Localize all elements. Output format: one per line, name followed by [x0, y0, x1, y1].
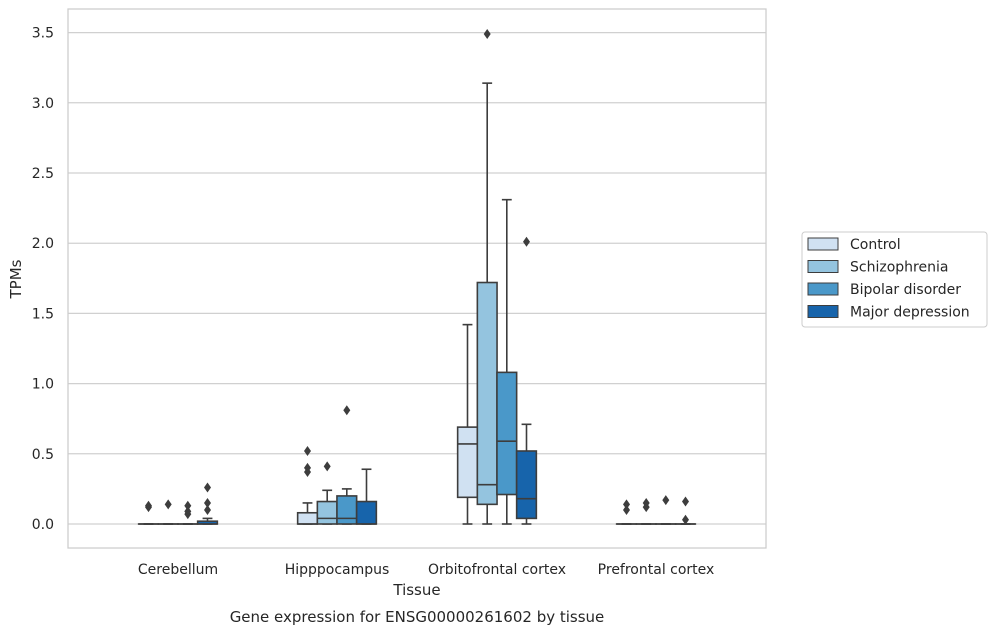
outlier-point [164, 499, 172, 510]
box-0-2 [177, 500, 199, 525]
box-body [456, 426, 479, 499]
legend-label: Bipolar disorder [850, 282, 961, 298]
box-body [336, 495, 358, 525]
x-axis-label: Tissue [392, 581, 440, 599]
outlier-point [623, 499, 630, 510]
y-tick-label: 2.0 [32, 236, 54, 252]
y-tick-label: 3.5 [32, 26, 54, 42]
y-tick-label: 2.5 [32, 166, 54, 182]
box-1-2 [336, 405, 358, 525]
legend-label: Schizophrenia [850, 260, 948, 276]
y-tick-label: 1.5 [32, 306, 54, 322]
box-3-0 [615, 499, 638, 525]
legend-swatch [807, 260, 839, 273]
box-1-0 [296, 445, 319, 525]
outlier-point [623, 504, 630, 515]
outlier-point [682, 514, 689, 525]
y-tick-label: 1.0 [32, 377, 54, 393]
outlier-point [682, 496, 689, 507]
legend-swatch [807, 305, 839, 318]
box-body [296, 511, 319, 525]
outlier-point [642, 497, 650, 508]
legend-label: Control [850, 237, 901, 253]
legend-label: Major depression [850, 305, 970, 321]
outlier-point [184, 506, 192, 517]
y-tick-label: 0.0 [32, 517, 54, 533]
box-body [476, 281, 498, 506]
box-0-1 [157, 499, 179, 525]
box-2-3 [515, 236, 538, 525]
outlier-point [145, 500, 152, 511]
box-2-2 [496, 198, 518, 525]
box-3-2 [655, 495, 677, 525]
box-body [355, 500, 378, 525]
outlier-point [204, 497, 211, 508]
outlier-point [483, 29, 491, 40]
x-tick-label: Orbitofrontal cortex [428, 562, 566, 578]
box-0-0 [137, 500, 160, 525]
box-3-3 [674, 496, 697, 525]
legend-frame [801, 231, 988, 328]
box-0-3 [196, 482, 219, 525]
outlier-point [184, 500, 192, 511]
gridlines [68, 31, 766, 525]
chart-caption: Gene expression for ENSG00000261602 by t… [230, 608, 605, 626]
box-2-0 [456, 323, 479, 525]
box-series [137, 29, 697, 525]
x-tick-label: Cerebellum [138, 562, 218, 578]
box-body [515, 450, 538, 520]
y-tick-label: 0.5 [32, 447, 54, 463]
outlier-point [662, 495, 670, 506]
outlier-point [523, 236, 530, 247]
y-tick-label: 3.0 [32, 96, 54, 112]
x-axis-ticks: Cerebellum Hipppocampus Orbitofrontal cort… [138, 562, 714, 578]
y-axis-ticks: 0.0 0.5 1.0 1.5 2.0 2.5 3.0 3.5 [32, 26, 54, 533]
legend: Control Schizophrenia Bipolar disorder Majo… [801, 231, 988, 328]
outlier-point [323, 461, 331, 472]
legend-swatch [807, 237, 839, 251]
box-3-1 [635, 497, 657, 525]
plot-area-frame [67, 8, 767, 549]
x-tick-label: Hipppocampus [285, 562, 390, 578]
x-tick-label: Prefrontal cortex [598, 562, 715, 578]
outlier-point [204, 504, 211, 515]
box-body [496, 371, 518, 496]
outlier-point [304, 445, 311, 456]
box-1-1 [316, 461, 338, 525]
box-body [316, 500, 338, 525]
outlier-point [204, 482, 211, 493]
legend-swatch [807, 282, 839, 296]
outlier-point [304, 462, 311, 473]
outlier-point [343, 405, 351, 416]
y-axis-label: TPMs [7, 259, 25, 299]
box-1-3 [355, 468, 378, 525]
